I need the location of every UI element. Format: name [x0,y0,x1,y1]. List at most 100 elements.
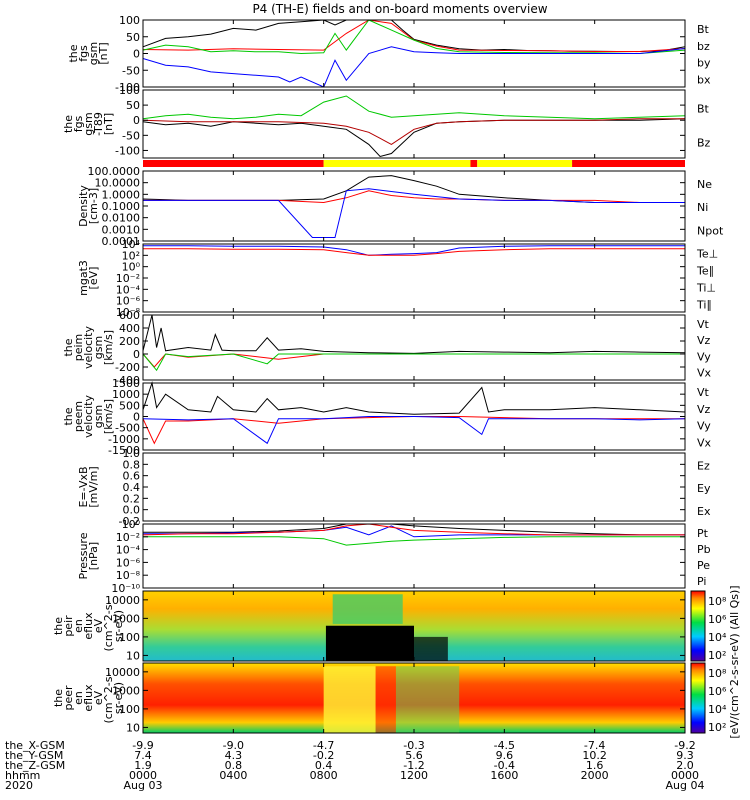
y-axis-label: peim [72,334,85,362]
y-tick-label: -50 [122,129,140,142]
legend-entry: Vt [697,386,710,399]
x-annotation-row-label: the_Y-GSM [5,749,63,762]
y-tick-label: 100 [119,703,140,716]
colorbar-tick-label: 10⁸ [708,595,727,608]
y-tick-label: 0.0100 [102,212,141,225]
series-Ti [143,245,685,256]
y-tick-label: 100.0000 [88,165,141,178]
y-tick-label: 10⁻⁴ [116,544,141,557]
x-annotation-value: -9.9 [132,739,153,752]
y-tick-label: -1500 [108,444,140,457]
y-axis-label: fgs [77,45,90,62]
y-axis-label: velocity [82,395,95,438]
legend-entry: Ez [697,459,710,472]
x-annotation-value: 9.6 [496,749,514,762]
y-axis-label: sr-eV) [112,610,125,642]
y-axis-label: mgat3 [77,260,90,296]
x-annotation-value: 0000 [129,769,157,782]
panel-density: 100.000010.00001.00000.10000.01000.00100… [77,165,724,248]
y-tick-label: 200 [119,335,140,348]
x-annotation-value: 1200 [400,769,428,782]
y-tick-label: -400 [115,374,140,387]
y-axis-label: gsm [82,112,95,135]
y-axis-label: the [52,617,65,635]
x-annotation-value: -9.0 [223,739,244,752]
legend-entry: by [697,57,711,70]
legend-entry: Bt [697,23,710,36]
x-annotation-value: 1.9 [134,759,152,772]
x-annotation-value: -1.2 [403,759,424,772]
x-annotation-value: 0.4 [315,759,333,772]
legend-entry: Pb [697,543,711,556]
series-dBz [142,118,685,145]
y-tick-label: 10⁻¹⁰ [111,582,140,595]
y-axis-label: gsm [92,336,105,359]
x-annotation-value: -0.4 [494,759,515,772]
y-tick-label: 1000 [112,612,140,625]
x-annotation-value: Aug 04 [666,779,705,792]
x-annotation-value: 0000 [671,769,699,782]
x-axis-annotation: the_X-GSM -9.9 -9.0 -4.7 -0.3 -4.5 -7.4 -9.2 the… [5,739,704,792]
legend-entry: Ti∥ [696,298,712,311]
y-tick-label: 1.0000 [102,188,141,201]
y-axis-label: eV [92,618,105,633]
y-tick-label: -50 [122,64,140,77]
y-axis-label: [km/s] [102,330,115,365]
panel-efield: 1.00.80.60.40.20.0-0.2 E=-VxB[mV/m] Ez Ey Ex [77,447,711,528]
mode-bar-segment [470,160,478,167]
y-axis-label: [nT] [97,42,110,64]
x-annotation-value: -9.2 [674,739,695,752]
y-axis-label: eflux [82,684,95,712]
x-annotation-value: Aug 03 [124,779,163,792]
x-annotation-value: -7.4 [584,739,605,752]
colorbar [690,662,706,734]
y-tick-label: 10⁻⁶ [116,295,141,308]
y-axis-label: peir [62,615,75,637]
y-tick-label: -1000 [108,433,140,446]
colorbar-tick-label: 10⁶ [708,685,727,698]
legend-entry: Pi [697,575,706,588]
y-axis-label: [km/s] [102,399,115,434]
colorbar-label: [eV/(cm^2-s-sr-eV) (All Qs)] [728,585,741,738]
y-axis-label: E=-VxB [77,466,90,507]
x-annotation-value: 4.3 [225,749,243,762]
y-tick-label: 1000 [112,388,140,401]
x-annotation-value: 7.4 [134,749,152,762]
y-tick-label: 500 [119,399,140,412]
legend-entry: bx [697,73,711,86]
colorbar-tick-label: 10² [708,721,726,734]
x-annotation-value: -4.5 [494,739,515,752]
y-tick-label: -0.2 [119,515,140,528]
legend-entry: Bz [697,137,711,150]
series-bx [142,46,686,88]
x-annotation-value: 2.0 [676,759,694,772]
y-axis-label: en [72,619,85,633]
y-tick-label: 600 [119,309,140,322]
y-tick-label: 0 [133,411,140,424]
legend-entry: Pt [697,527,709,540]
legend-entry: bz [697,40,710,53]
y-tick-label: 10000 [105,594,140,607]
x-annotation-row-label: the_X-GSM [5,739,65,752]
y-axis-label: [cm-3] [87,188,100,224]
series-bz [142,19,686,52]
mode-bar-segment [477,160,573,167]
x-annotation-value: 9.3 [676,749,694,762]
colorbar-tick-label: 10⁸ [708,667,727,680]
legend-entry: Vy [697,350,711,363]
y-tick-label: -100 [115,81,140,94]
y-tick-label: 0 [133,114,140,127]
y-tick-label: 0.2 [123,492,141,505]
y-tick-label: 10⁴ [122,238,141,251]
series-dBy [142,95,686,120]
panel-frame [142,243,686,313]
series-dBt [142,118,686,158]
legend-entry: Te⊥ [696,247,718,260]
plot-title: P4 (TH-E) fields and on-board moments ov… [252,2,547,16]
legend-entry: Vz [697,334,711,347]
peir-high-energy-region [332,594,403,624]
y-tick-label: 0 [133,348,140,361]
legend-entry: Ni [697,201,708,214]
